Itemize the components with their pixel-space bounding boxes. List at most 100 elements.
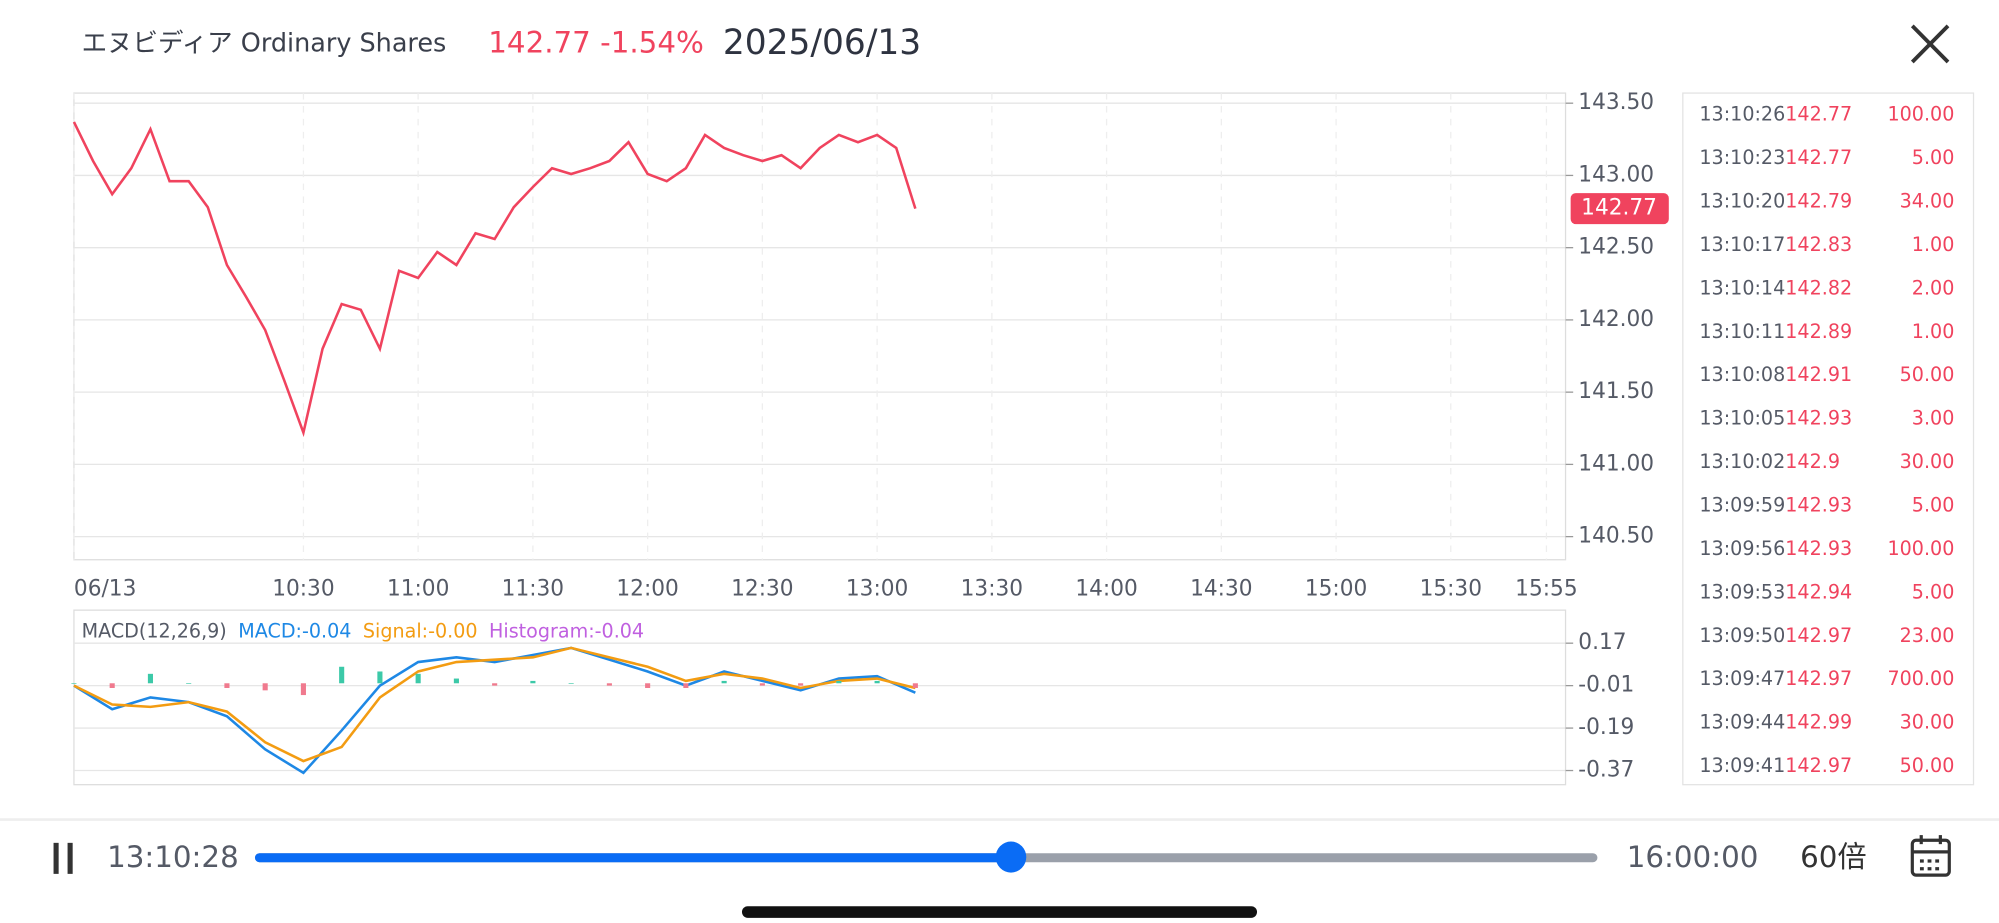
close-button[interactable] [1910, 24, 1950, 64]
histogram-bar [759, 683, 765, 686]
trade-time: 13:10:02 [1699, 450, 1785, 473]
quote: 142.77 -1.54% [488, 25, 704, 59]
y-tick-label: 143.00 [1578, 162, 1654, 187]
speed-button[interactable]: 60倍 [1800, 840, 1867, 874]
trade-volume: 1.00 [1912, 233, 1955, 256]
x-tick-label: 15:30 [1420, 576, 1482, 601]
y-tick-label: 142.00 [1578, 307, 1654, 332]
current-price-label: 142.77 [1581, 196, 1657, 221]
trade-time: 13:09:44 [1699, 711, 1785, 734]
histogram-bar [147, 673, 153, 684]
x-tick-label: 10:30 [272, 576, 334, 601]
histogram-bar [186, 683, 192, 684]
trade-time: 13:09:47 [1699, 667, 1785, 690]
trade-volume: 50.00 [1900, 754, 1955, 777]
trade-list [1682, 92, 1975, 786]
histogram-bar [415, 673, 421, 684]
trade-volume: 5.00 [1912, 580, 1955, 603]
end-time: 16:00:00 [1627, 840, 1759, 874]
stock-title: エヌビディア Ordinary Shares [82, 28, 447, 58]
trade-time: 13:10:11 [1699, 320, 1785, 343]
y-tick-label: 0.17 [1578, 630, 1626, 655]
histogram-bar [683, 683, 689, 688]
trade-volume: 100.00 [1887, 537, 1954, 560]
x-tick-label: 14:00 [1075, 576, 1137, 601]
histogram-bar [339, 666, 345, 684]
trade-volume: 2.00 [1912, 276, 1955, 299]
trade-volume: 100.00 [1887, 102, 1954, 125]
trade-volume: 34.00 [1900, 189, 1955, 212]
x-tick-label: 14:30 [1190, 576, 1252, 601]
trade-price: 142.77 [1785, 102, 1852, 125]
trade-time: 13:09:56 [1699, 537, 1785, 560]
current-price-badge [1570, 193, 1669, 225]
trade-price: 142.93 [1785, 407, 1852, 430]
histogram-bar [721, 680, 727, 684]
histogram-bar [377, 671, 383, 684]
histogram-bar [912, 683, 918, 688]
y-tick-label: -0.19 [1578, 715, 1634, 740]
y-tick-label: 140.50 [1578, 524, 1654, 549]
histogram-bar [453, 678, 459, 684]
price-line [72, 121, 917, 438]
indicator-label: MACD(12,26,9) [82, 620, 227, 643]
trade-volume: 5.00 [1912, 146, 1955, 169]
x-tick-label: 15:55 [1515, 576, 1577, 601]
trade-volume: 5.00 [1912, 493, 1955, 516]
histogram-bar [300, 683, 306, 696]
trade-time: 13:10:20 [1699, 189, 1785, 212]
histogram-bar [606, 683, 612, 686]
date: 2025/06/13 [723, 23, 921, 63]
slider-knob[interactable] [995, 841, 1027, 873]
trade-price: 142.94 [1785, 580, 1852, 603]
trade-time: 13:09:41 [1699, 754, 1785, 777]
pause-button[interactable] [53, 842, 73, 874]
control-bar [0, 819, 1999, 923]
signal-line [73, 646, 916, 763]
y-tick-label: 141.00 [1578, 451, 1654, 476]
histogram-bar [874, 680, 880, 684]
histogram-bar [645, 683, 651, 688]
trade-price: 142.93 [1785, 537, 1852, 560]
x-tick-label: 12:30 [731, 576, 793, 601]
trade-volume: 23.00 [1900, 624, 1955, 647]
trade-price: 142.99 [1785, 711, 1852, 734]
price-panel [73, 92, 1567, 561]
histogram-bar [224, 683, 230, 688]
legend-entry: MACD:-0.04 [238, 620, 351, 643]
trade-price: 142.97 [1785, 754, 1852, 777]
trade-time: 13:10:26 [1699, 102, 1785, 125]
trade-time: 13:09:59 [1699, 493, 1785, 516]
trade-time: 13:10:23 [1699, 146, 1785, 169]
y-tick-label: 142.50 [1578, 235, 1654, 260]
histogram-bar [109, 683, 115, 688]
trade-volume: 30.00 [1900, 450, 1955, 473]
legend-entry: Signal:-0.00 [363, 620, 478, 643]
x-tick-label: 06/13 [74, 576, 136, 601]
y-tick-label: 143.50 [1578, 90, 1654, 115]
histogram-bar [262, 683, 268, 691]
trade-price: 142.9 [1785, 450, 1840, 473]
trade-time: 13:09:50 [1699, 624, 1785, 647]
legend-entry: Histogram:-0.04 [489, 620, 644, 643]
macd-panel [73, 609, 1567, 786]
y-tick-label: -0.01 [1578, 673, 1634, 698]
trade-volume: 1.00 [1912, 320, 1955, 343]
histogram-bar [568, 683, 574, 684]
trade-volume: 700.00 [1887, 667, 1954, 690]
y-tick-label: -0.37 [1578, 757, 1634, 782]
trade-volume: 30.00 [1900, 711, 1955, 734]
x-tick-label: 13:30 [961, 576, 1023, 601]
x-tick-label: 12:00 [616, 576, 678, 601]
histogram-bar [71, 683, 77, 684]
trade-price: 142.82 [1785, 276, 1852, 299]
trade-time: 13:10:14 [1699, 276, 1785, 299]
x-tick-label: 11:00 [387, 576, 449, 601]
trade-volume: 50.00 [1900, 363, 1955, 386]
x-tick-label: 11:30 [502, 576, 564, 601]
calendar-button[interactable] [1910, 835, 1951, 877]
trade-price: 142.83 [1785, 233, 1852, 256]
trade-price: 142.91 [1785, 363, 1852, 386]
histogram-bar [530, 680, 536, 684]
